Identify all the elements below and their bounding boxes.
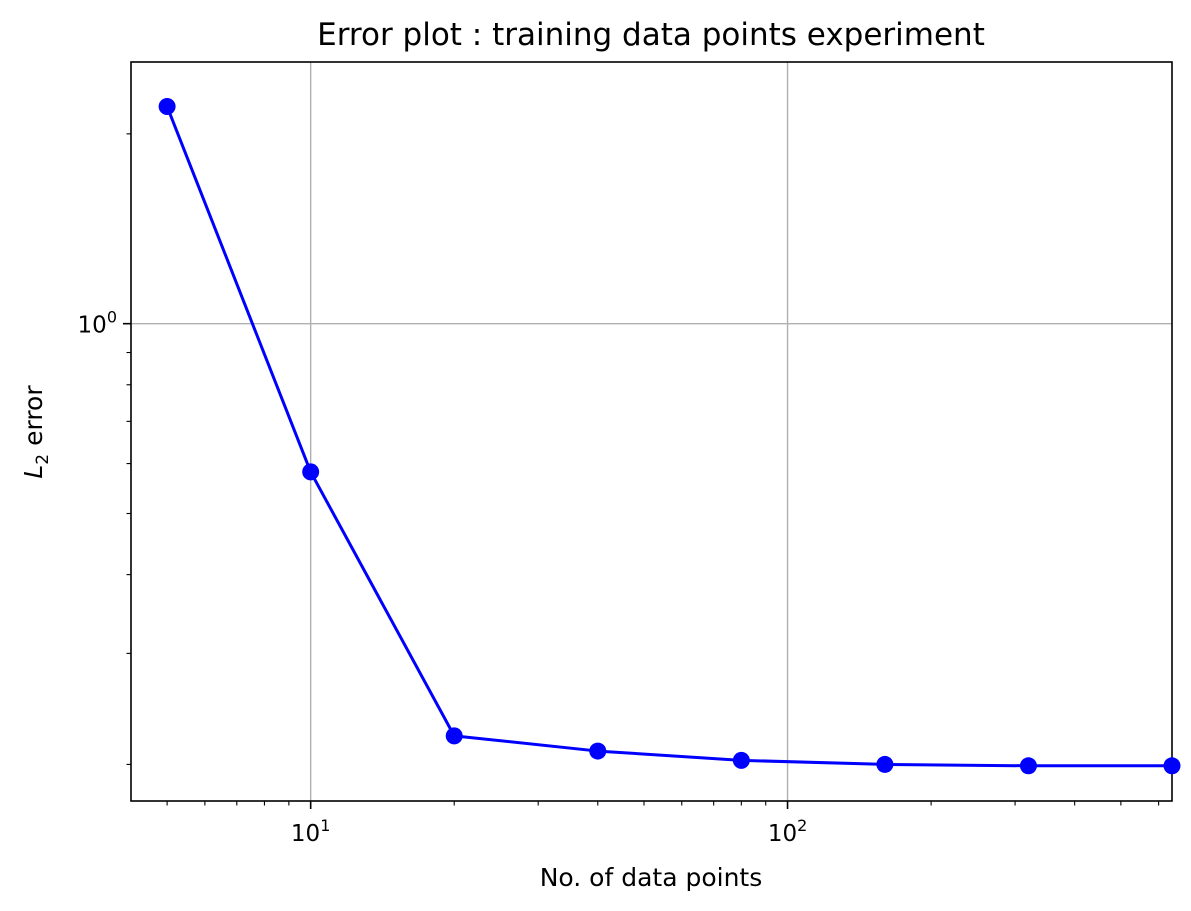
x-tick-label: 101 bbox=[291, 816, 330, 847]
x-tick-label: 102 bbox=[768, 816, 807, 847]
y-axis-label-subscript: 2 bbox=[33, 454, 53, 465]
data-point bbox=[1163, 757, 1181, 775]
data-point bbox=[732, 751, 750, 769]
data-point bbox=[589, 742, 607, 760]
y-axis-label-rest: error bbox=[19, 385, 48, 446]
grid-lines bbox=[131, 62, 1172, 801]
data-point bbox=[158, 98, 176, 116]
chart-title: Error plot : training data points experi… bbox=[317, 17, 985, 53]
series-line bbox=[165, 105, 1172, 768]
data-point bbox=[876, 755, 894, 773]
x-axis-label: No. of data points bbox=[540, 863, 763, 892]
y-axis-label: L2 error bbox=[19, 385, 53, 479]
plot-frame bbox=[130, 61, 1173, 802]
data-point bbox=[445, 727, 463, 745]
series-layer bbox=[158, 98, 1181, 775]
data-point bbox=[1019, 757, 1037, 775]
axis-ticks: 101 102 100 bbox=[78, 133, 1160, 847]
y-axis-label-symbol: L bbox=[19, 465, 48, 479]
data-point bbox=[302, 463, 320, 481]
y-tick-label: 100 bbox=[78, 308, 117, 339]
y-axis-label-text bbox=[19, 446, 48, 454]
